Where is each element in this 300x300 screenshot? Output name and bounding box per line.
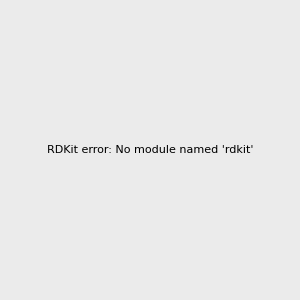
- Text: RDKit error: No module named 'rdkit': RDKit error: No module named 'rdkit': [47, 145, 253, 155]
